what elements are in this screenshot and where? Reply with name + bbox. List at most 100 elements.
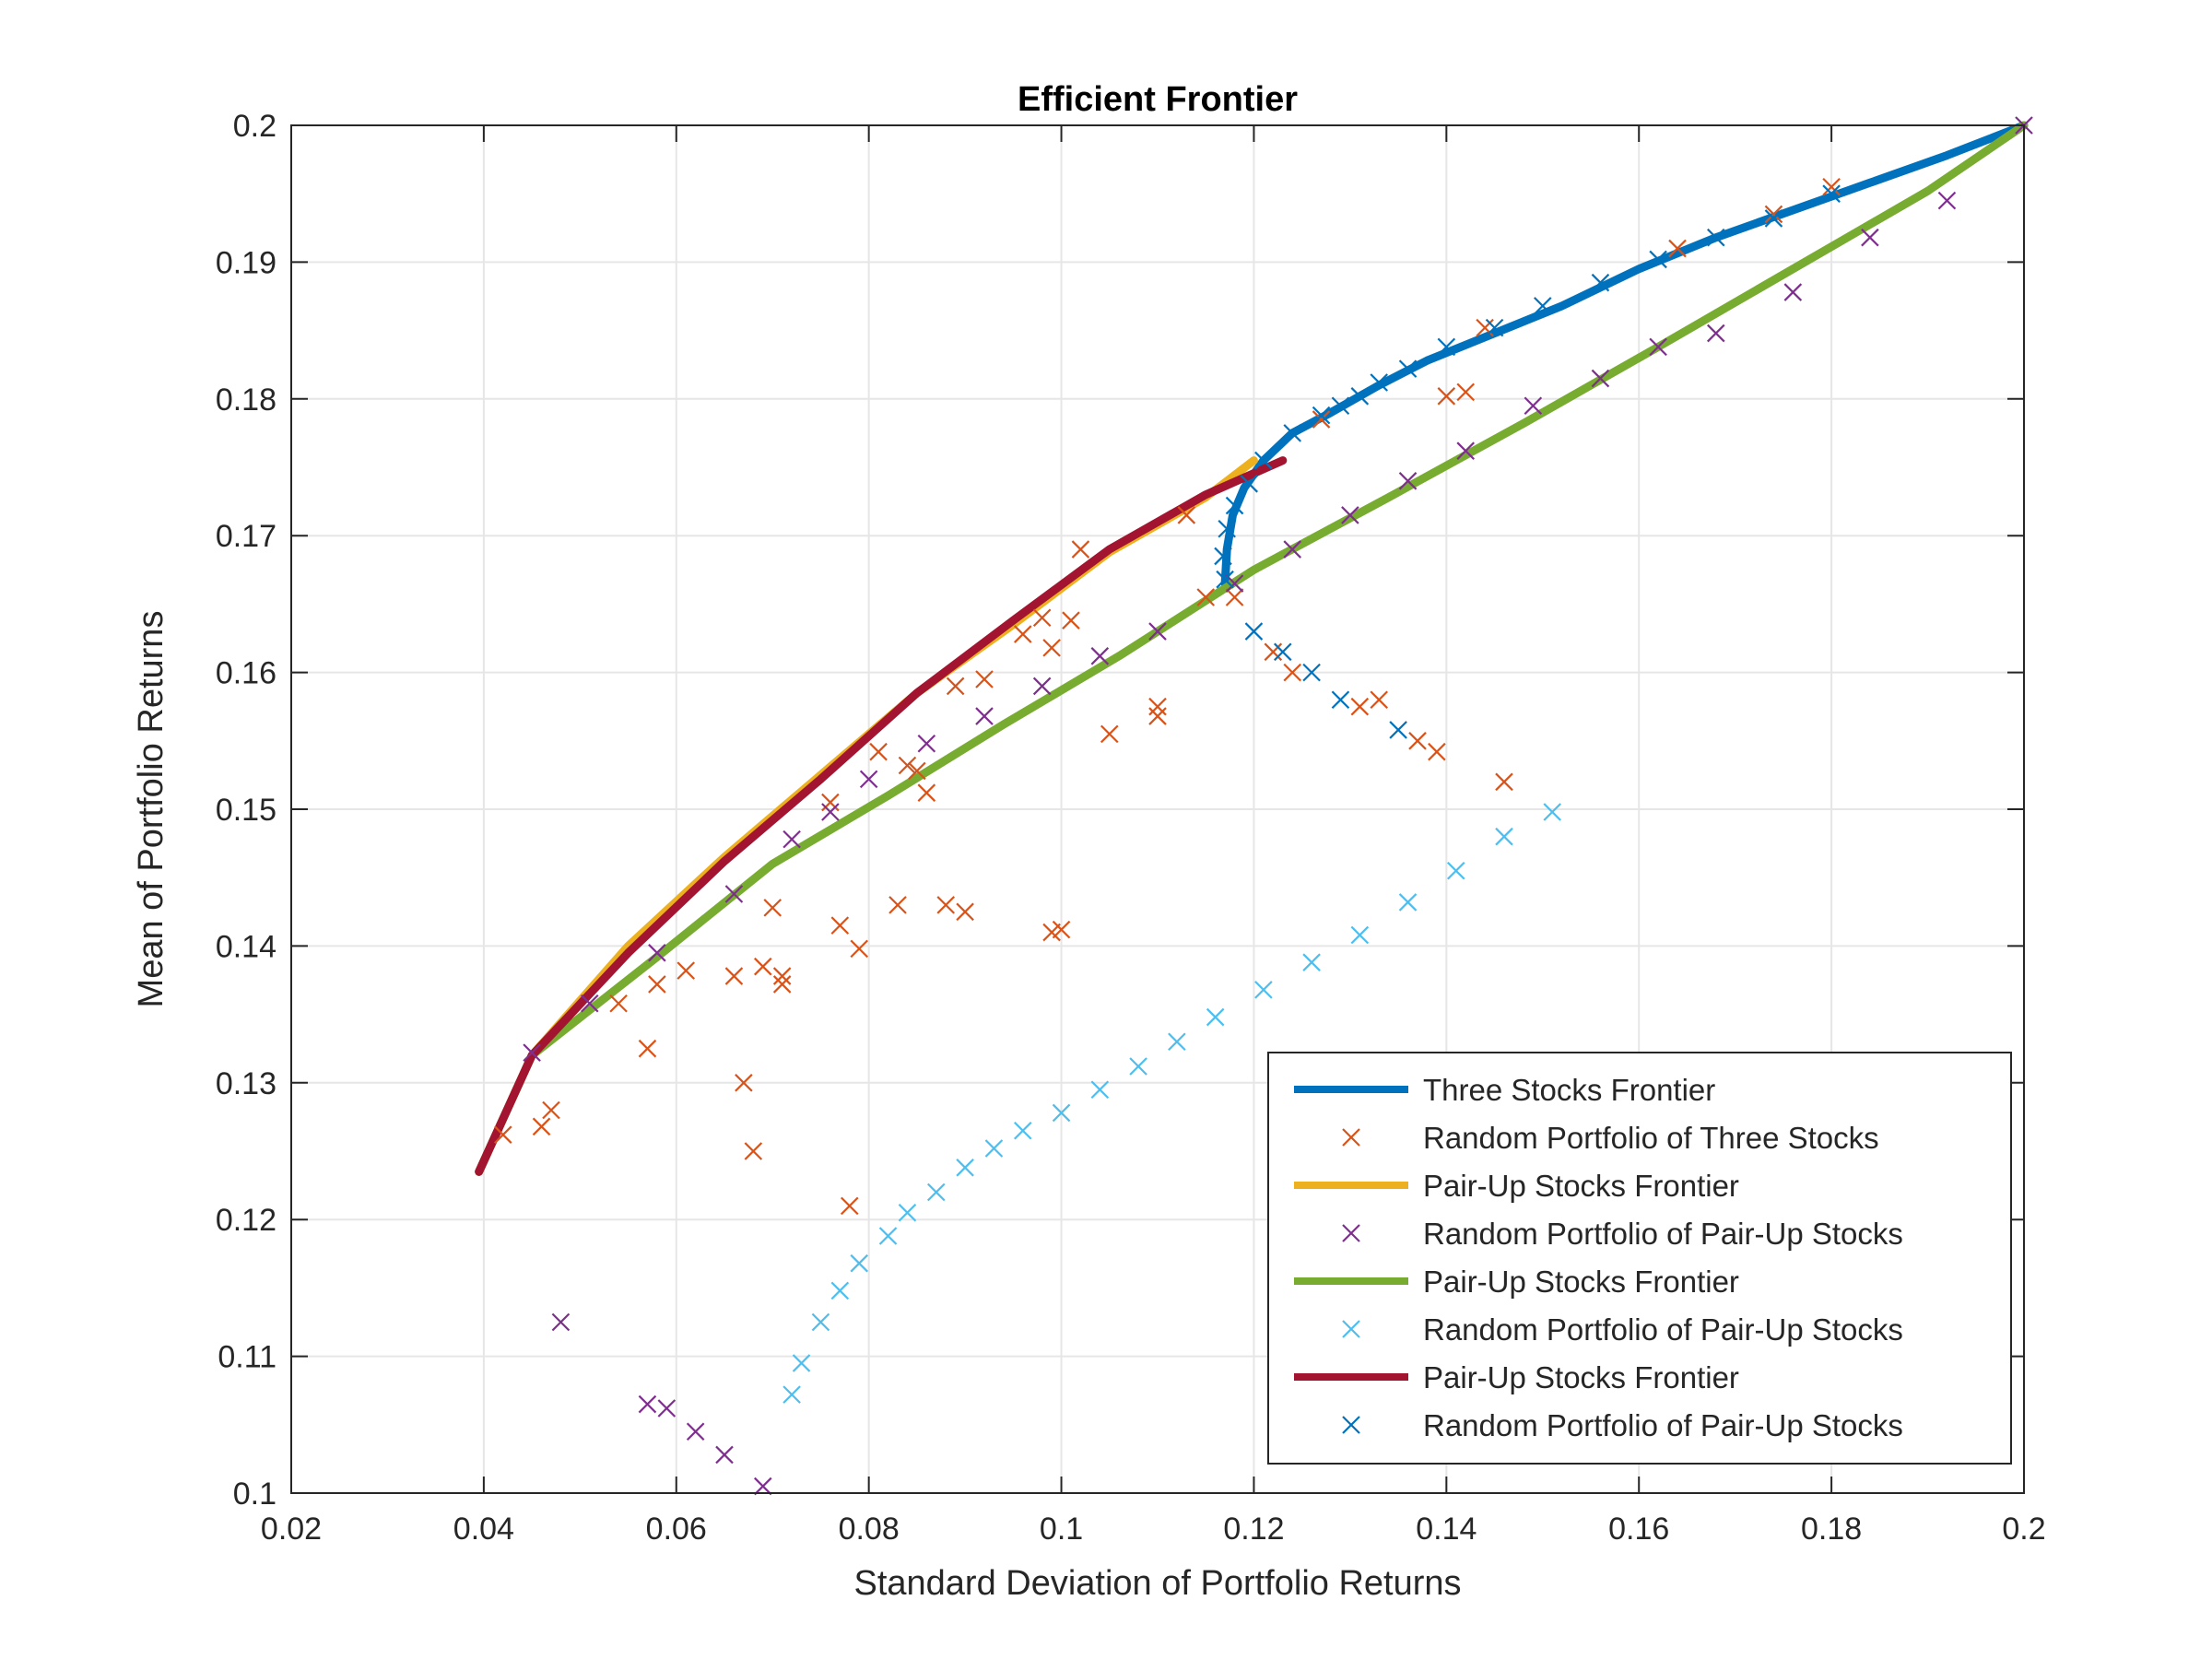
x-tick-label: 0.1	[1040, 1512, 1083, 1547]
portfolio-point-3	[1591, 369, 1610, 388]
legend-label: Pair-Up Stocks Frontier	[1423, 1360, 1739, 1394]
portfolio-point-1	[772, 975, 792, 994]
portfolio-point-1	[724, 967, 744, 985]
portfolio-point-1	[744, 1142, 763, 1160]
portfolio-point-1	[1350, 697, 1370, 716]
portfolio-point-7	[1240, 475, 1258, 493]
portfolio-point-1	[830, 916, 850, 935]
y-tick-label: 0.2	[233, 109, 276, 144]
portfolio-point-5	[1543, 803, 1561, 821]
frontier-line-4	[475, 121, 2029, 1176]
legend-swatch-marker	[1342, 1320, 1360, 1338]
portfolio-point-1	[1071, 540, 1090, 559]
portfolio-point-5	[1052, 1103, 1071, 1123]
legend-label: Random Portfolio of Pair-Up Stocks	[1423, 1408, 1903, 1442]
x-tick-label: 0.08	[839, 1512, 900, 1547]
portfolio-point-1	[840, 1196, 859, 1216]
portfolio-point-7	[1437, 337, 1456, 357]
portfolio-point-7	[1822, 184, 1841, 203]
portfolio-point-1	[1177, 506, 1196, 524]
portfolio-point-3	[1524, 396, 1543, 415]
frontier-line-0	[1220, 121, 2029, 588]
portfolio-markers	[493, 116, 2033, 1496]
portfolio-point-3	[821, 803, 840, 821]
portfolio-point-7	[1534, 297, 1552, 315]
portfolio-point-3	[1225, 574, 1244, 593]
portfolio-point-5	[1495, 827, 1513, 846]
portfolio-point-1	[908, 761, 926, 781]
y-tick-label: 0.14	[216, 929, 276, 964]
portfolio-point-1	[1668, 239, 1687, 258]
y-tick-label: 0.12	[216, 1203, 276, 1238]
legend-label: Pair-Up Stocks Frontier	[1423, 1265, 1739, 1299]
portfolio-point-5	[830, 1281, 850, 1300]
portfolio-point-3	[523, 1043, 541, 1062]
portfolio-point-7	[1331, 690, 1350, 710]
portfolio-point-7	[1312, 406, 1331, 425]
y-tick-label: 0.13	[216, 1066, 276, 1101]
portfolio-point-1	[975, 670, 994, 688]
legend-label: Random Portfolio of Pair-Up Stocks	[1423, 1217, 1903, 1251]
portfolio-point-5	[1090, 1080, 1110, 1099]
x-tick-label: 0.06	[646, 1512, 707, 1547]
portfolio-point-1	[763, 899, 782, 917]
legend-label: Three Stocks Frontier	[1423, 1073, 1715, 1107]
portfolio-point-3	[859, 770, 878, 789]
x-tick-label: 0.12	[1223, 1512, 1284, 1547]
portfolio-point-1	[1428, 742, 1446, 761]
portfolio-point-5	[1254, 981, 1273, 999]
portfolio-point-1	[1312, 410, 1331, 429]
y-tick-label: 0.17	[216, 519, 276, 554]
portfolio-point-5	[850, 1253, 869, 1273]
portfolio-point-5	[1350, 925, 1370, 945]
legend-label: Random Portfolio of Three Stocks	[1423, 1121, 1879, 1155]
portfolio-point-7	[1254, 451, 1273, 470]
x-tick-label: 0.18	[1801, 1512, 1862, 1547]
portfolio-point-1	[1283, 663, 1301, 682]
portfolio-point-1	[677, 961, 696, 980]
legend-box	[1267, 1052, 2012, 1465]
legend-swatch-marker	[1342, 1416, 1360, 1434]
portfolio-point-1	[1225, 588, 1244, 606]
y-tick-label: 0.18	[216, 382, 276, 418]
portfolio-point-3	[782, 830, 801, 849]
portfolio-point-3	[1707, 324, 1725, 343]
portfolio-point-7	[1244, 622, 1264, 641]
portfolio-point-1	[1370, 690, 1388, 710]
portfolio-point-1	[936, 896, 955, 914]
y-tick-label: 0.19	[216, 245, 276, 280]
legend-label: Random Portfolio of Pair-Up Stocks	[1423, 1312, 1903, 1347]
portfolio-point-3	[753, 1477, 772, 1496]
portfolio-point-5	[1398, 893, 1418, 912]
portfolio-point-3	[657, 1399, 677, 1418]
portfolio-point-7	[1216, 570, 1234, 589]
portfolio-point-1	[850, 939, 869, 959]
y-axis-title: Mean of Portfolio Returns	[132, 611, 171, 1008]
portfolio-point-5	[1168, 1032, 1186, 1052]
portfolio-point-5	[1302, 953, 1321, 971]
portfolio-point-1	[1822, 178, 1841, 196]
portfolio-point-1	[869, 742, 888, 761]
portfolio-point-7	[1302, 663, 1321, 682]
portfolio-point-1	[917, 783, 936, 802]
portfolio-point-1	[888, 896, 907, 914]
portfolio-point-5	[984, 1139, 1004, 1158]
portfolio-point-3	[975, 707, 994, 725]
portfolio-point-5	[1447, 862, 1465, 880]
portfolio-point-7	[1274, 642, 1292, 662]
portfolio-point-7	[1370, 373, 1388, 392]
chart-title: Efficient Frontier	[1018, 80, 1298, 119]
y-tick-label: 0.11	[218, 1340, 276, 1375]
portfolio-point-3	[1090, 647, 1110, 665]
portfolio-point-1	[1042, 639, 1061, 657]
portfolio-point-1	[1437, 387, 1456, 406]
portfolio-point-1	[542, 1100, 560, 1120]
frontier-line-6	[475, 456, 1288, 1176]
portfolio-point-3	[648, 944, 666, 962]
portfolio-point-5	[956, 1159, 974, 1177]
portfolio-point-5	[1014, 1121, 1032, 1140]
legend-swatch-marker	[1342, 1224, 1360, 1242]
portfolio-point-1	[898, 756, 917, 775]
portfolio-point-7	[1398, 359, 1418, 378]
